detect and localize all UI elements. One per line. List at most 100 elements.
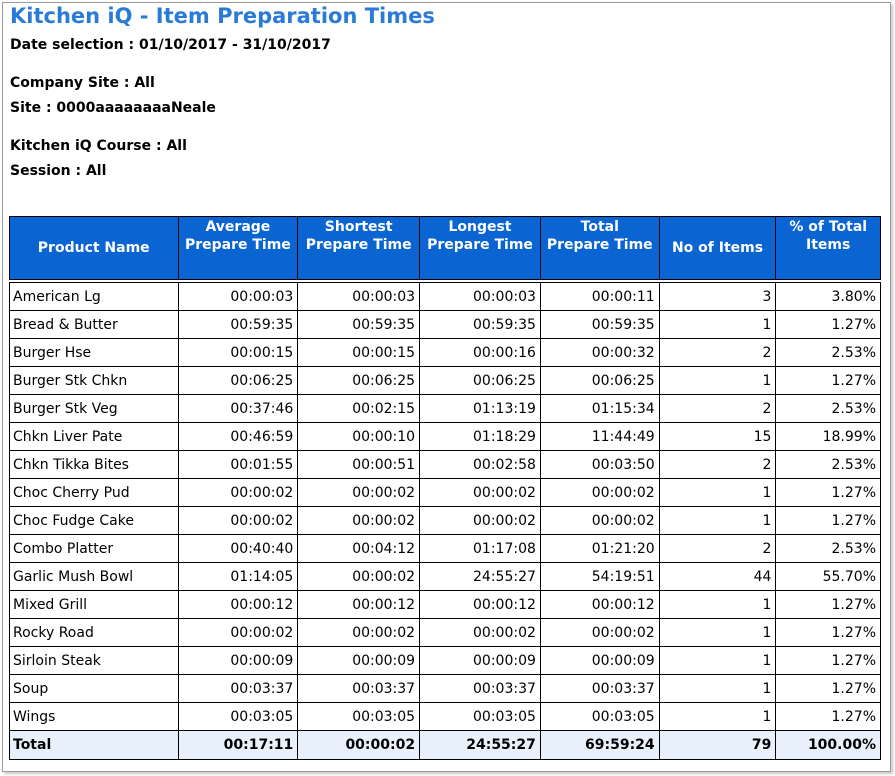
average-time-cell: 00:01:55 xyxy=(177,450,299,479)
shortest-time-cell: 00:00:02 xyxy=(297,506,421,535)
percent-cell: 2.53% xyxy=(775,534,881,563)
total-time-cell: 00:03:37 xyxy=(539,674,660,703)
average-time-cell: 00:00:02 xyxy=(177,506,299,535)
table-row: Rocky Road 00:00:02 00:00:02 00:00:02 00:00:… xyxy=(9,618,881,647)
total-time-cell: 00:00:02 xyxy=(539,478,660,507)
percent-cell: 2.53% xyxy=(775,394,881,423)
shortest-time-cell: 00:00:15 xyxy=(297,338,421,367)
longest-time-cell: 00:02:58 xyxy=(419,450,541,479)
header-product-name: Product Name xyxy=(9,216,179,280)
total-shortest: 00:00:02 xyxy=(297,730,421,760)
average-time-cell: 01:14:05 xyxy=(177,562,299,591)
no-of-items-cell: 1 xyxy=(658,646,777,675)
average-time-cell: 00:46:59 xyxy=(177,422,299,451)
average-time-cell: 00:03:37 xyxy=(177,674,299,703)
shortest-time-cell: 00:00:09 xyxy=(297,646,421,675)
company-site-filter: Company Site : All xyxy=(10,75,155,91)
percent-cell: 1.27% xyxy=(775,618,881,647)
total-time-cell: 00:00:02 xyxy=(539,506,660,535)
product-name-cell: Rocky Road xyxy=(9,618,179,647)
table-row: Burger Hse 00:00:15 00:00:15 00:00:16 00:00:… xyxy=(9,338,881,367)
shortest-time-cell: 00:00:03 xyxy=(297,282,421,311)
table-row: Choc Cherry Pud 00:00:02 00:00:02 00:00:02 0… xyxy=(9,478,881,507)
longest-time-cell: 24:55:27 xyxy=(419,562,541,591)
product-name-cell: Chkn Tikka Bites xyxy=(9,450,179,479)
no-of-items-cell: 1 xyxy=(658,366,777,395)
percent-cell: 2.53% xyxy=(775,338,881,367)
header-total-prepare-time: Total Prepare Time xyxy=(539,216,660,280)
header-longest-prepare-time: Longest Prepare Time xyxy=(419,216,541,280)
shortest-time-cell: 00:00:02 xyxy=(297,562,421,591)
total-label: Total xyxy=(9,730,179,760)
average-time-cell: 00:00:09 xyxy=(177,646,299,675)
total-average: 00:17:11 xyxy=(177,730,299,760)
longest-time-cell: 00:00:16 xyxy=(419,338,541,367)
average-time-cell: 00:00:02 xyxy=(177,618,299,647)
average-time-cell: 00:40:40 xyxy=(177,534,299,563)
total-no-of-items: 79 xyxy=(658,730,777,760)
percent-cell: 1.27% xyxy=(775,702,881,731)
total-time-cell: 00:03:05 xyxy=(539,702,660,731)
total-time-cell: 00:00:02 xyxy=(539,618,660,647)
header-shortest-prepare-time: Shortest Prepare Time xyxy=(297,216,421,280)
no-of-items-cell: 1 xyxy=(658,618,777,647)
percent-cell: 3.80% xyxy=(775,282,881,311)
product-name-cell: Combo Platter xyxy=(9,534,179,563)
longest-time-cell: 00:59:35 xyxy=(419,310,541,339)
shortest-time-cell: 00:00:51 xyxy=(297,450,421,479)
shortest-time-cell: 00:02:15 xyxy=(297,394,421,423)
total-time-cell: 01:15:34 xyxy=(539,394,660,423)
no-of-items-cell: 2 xyxy=(658,450,777,479)
shortest-time-cell: 00:59:35 xyxy=(297,310,421,339)
average-time-cell: 00:00:12 xyxy=(177,590,299,619)
product-name-cell: American Lg xyxy=(9,282,179,311)
average-time-cell: 00:00:02 xyxy=(177,478,299,507)
total-time-cell: 54:19:51 xyxy=(539,562,660,591)
total-time-cell: 00:06:25 xyxy=(539,366,660,395)
shortest-time-cell: 00:00:10 xyxy=(297,422,421,451)
shortest-time-cell: 00:00:12 xyxy=(297,590,421,619)
average-time-cell: 00:59:35 xyxy=(177,310,299,339)
table-body: American Lg 00:00:03 00:00:03 00:00:03 00:00… xyxy=(9,282,881,731)
no-of-items-cell: 1 xyxy=(658,702,777,731)
longest-time-cell: 01:18:29 xyxy=(419,422,541,451)
shortest-time-cell: 00:03:05 xyxy=(297,702,421,731)
total-time-cell: 11:44:49 xyxy=(539,422,660,451)
total-time-cell: 00:03:50 xyxy=(539,450,660,479)
longest-time-cell: 00:00:12 xyxy=(419,590,541,619)
preparation-times-table: Product Name Average Prepare Time Shortes… xyxy=(9,216,881,760)
no-of-items-cell: 1 xyxy=(658,674,777,703)
total-row: Total 00:17:11 00:00:02 24:55:27 69:59:2… xyxy=(9,730,881,760)
percent-cell: 18.99% xyxy=(775,422,881,451)
longest-time-cell: 00:00:02 xyxy=(419,506,541,535)
average-time-cell: 00:06:25 xyxy=(177,366,299,395)
longest-time-cell: 00:00:03 xyxy=(419,282,541,311)
total-longest: 24:55:27 xyxy=(419,730,541,760)
table-row: Burger Stk Chkn 00:06:25 00:06:25 00:06:25 0… xyxy=(9,366,881,395)
header-average-prepare-time: Average Prepare Time xyxy=(177,216,299,280)
total-time-cell: 00:59:35 xyxy=(539,310,660,339)
product-name-cell: Mixed Grill xyxy=(9,590,179,619)
total-total-time: 69:59:24 xyxy=(539,730,660,760)
product-name-cell: Chkn Liver Pate xyxy=(9,422,179,451)
average-time-cell: 00:00:15 xyxy=(177,338,299,367)
no-of-items-cell: 1 xyxy=(658,506,777,535)
total-time-cell: 00:00:09 xyxy=(539,646,660,675)
product-name-cell: Burger Stk Chkn xyxy=(9,366,179,395)
percent-cell: 1.27% xyxy=(775,646,881,675)
no-of-items-cell: 1 xyxy=(658,310,777,339)
percent-cell: 1.27% xyxy=(775,478,881,507)
no-of-items-cell: 1 xyxy=(658,590,777,619)
report-title: Kitchen iQ - Item Preparation Times xyxy=(10,4,435,28)
product-name-cell: Wings xyxy=(9,702,179,731)
table-row: Combo Platter 00:40:40 00:04:12 01:17:08 01:… xyxy=(9,534,881,563)
percent-cell: 1.27% xyxy=(775,506,881,535)
no-of-items-cell: 3 xyxy=(658,282,777,311)
table-row: Garlic Mush Bowl 01:14:05 00:00:02 24:55:27… xyxy=(9,562,881,591)
longest-time-cell: 01:13:19 xyxy=(419,394,541,423)
course-filter: Kitchen iQ Course : All xyxy=(10,138,187,154)
date-selection: Date selection : 01/10/2017 - 31/10/2017 xyxy=(10,37,331,53)
table-row: Burger Stk Veg 00:37:46 00:02:15 01:13:19 01… xyxy=(9,394,881,423)
table-row: Chkn Liver Pate 00:46:59 00:00:10 01:18:29 1… xyxy=(9,422,881,451)
longest-time-cell: 00:06:25 xyxy=(419,366,541,395)
